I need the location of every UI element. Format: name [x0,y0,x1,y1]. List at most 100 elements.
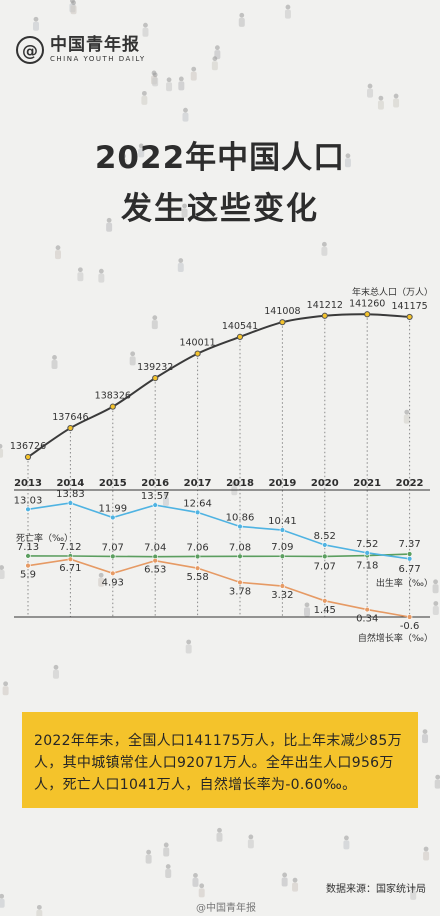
death-rate-data-label: 7.13 [17,542,39,553]
pedestrian-body [247,839,254,849]
growth-rate-point [364,606,370,613]
growth-rate-point [194,565,201,571]
pedestrian-body [432,584,439,594]
death-rate-point [110,553,116,560]
x-tick-label: 2014 [56,478,84,489]
pedestrian-figure [55,245,62,260]
pedestrian-body [129,356,136,366]
growth-rate-data-label: 4.93 [102,577,124,588]
pedestrian-body [55,250,62,260]
population-point [67,424,74,432]
pedestrian-head [214,45,220,51]
pedestrian-body [216,832,223,842]
growth-rate-data-label: 3.32 [271,590,293,601]
x-tick-label: 2019 [268,478,296,489]
pedestrian-head [191,66,197,72]
pedestrian-body [0,898,5,908]
birth-rate-data-label: 8.52 [314,531,336,542]
growth-rate-data-label: 6.71 [59,563,81,574]
x-tick-label: 2015 [99,478,127,489]
death-rate-point [279,553,286,559]
pedestrian-body [145,854,152,864]
pedestrian-body [151,320,158,330]
pedestrian-head [193,873,198,878]
pedestrian-head [138,143,144,149]
pedestrian-head [55,245,61,251]
pedestrian-body [141,95,148,105]
pedestrian-figure [165,864,172,879]
pedestrian-figure [32,16,39,31]
growth-rate-point [279,583,286,589]
pedestrian-body [98,273,105,283]
pedestrian-head [183,107,188,113]
pedestrian-figure [52,664,59,679]
pedestrian-body [32,21,39,31]
growth-rate-point [152,557,158,564]
pedestrian-figure [70,0,77,15]
pedestrian-head [152,315,158,321]
pedestrian-figure [185,639,192,654]
birth-rate-data-label: 11.99 [98,504,127,515]
pedestrian-figure [0,893,5,908]
pedestrian-body [70,5,77,15]
pedestrian-head [3,681,9,687]
pedestrian-figure [162,492,169,507]
data-source: 数据来源：国家统计局 [326,884,426,895]
pedestrian-figure [343,835,350,850]
death-series-label: 死亡率（‰） [16,532,73,544]
pedestrian-figure [432,579,439,594]
pedestrian-body [303,607,310,617]
pedestrian-head [433,579,438,585]
pedestrian-head [77,267,83,273]
pedestrian-body [367,88,374,98]
brand-logo: @ 中国青年报 CHINA YOUTH DAILY [16,36,146,64]
growth-rate-data-label: 1.45 [314,605,336,616]
growth-series-label: 自然增长率（‰） [358,632,433,644]
brand-name: 中国青年报 [50,35,140,55]
pedestrian-figure [393,93,400,108]
pedestrian-body [190,71,197,81]
pedestrian-head [143,22,148,28]
population-data-label: 141008 [264,306,300,317]
pedestrian-body [0,570,5,580]
pedestrian-body [284,9,291,19]
birth-series-label: 出生率（‰） [376,577,433,589]
page-title: 2022年中国人口 [94,140,346,176]
pedestrian-body [238,17,245,27]
birth-rate-point [25,506,31,513]
x-tick-label: 2017 [184,478,212,489]
pedestrian-figure [152,72,159,87]
population-point [109,403,116,410]
pedestrian-body [163,847,170,857]
pedestrian-body [434,779,440,789]
birth-rate-data-label: 10.41 [268,516,297,527]
death-rate-line [27,553,410,558]
pedestrian-body [343,840,350,850]
growth-rate-data-label: 6.53 [144,565,166,576]
pedestrian-body [51,359,58,369]
pedestrian-body [98,577,105,587]
birth-rate-data-label: 13.83 [56,489,85,500]
death-rate-data-label: 7.37 [398,539,420,550]
pedestrian-figure [247,834,254,849]
pedestrian-figure [344,153,351,168]
birth-rate-point [110,514,116,521]
pedestrian-figure [77,267,84,282]
pedestrian-body [393,98,400,108]
pedestrian-head [0,565,5,570]
pedestrian-head [344,835,349,841]
death-rate-data-label: 7.04 [144,543,166,554]
pedestrian-body [211,61,218,71]
at-icon: @ [16,36,44,64]
death-rate-point [237,553,243,560]
birth-rate-point [279,527,286,533]
population-data-label: 137646 [52,412,88,423]
pedestrian-body [432,606,439,616]
pedestrian-head [239,12,245,18]
dotted-guides [27,314,411,617]
pedestrian-figure [281,872,288,887]
birth-rate-point [237,523,243,530]
pedestrian-figure [36,904,43,916]
pedestrian-figure [177,258,184,273]
